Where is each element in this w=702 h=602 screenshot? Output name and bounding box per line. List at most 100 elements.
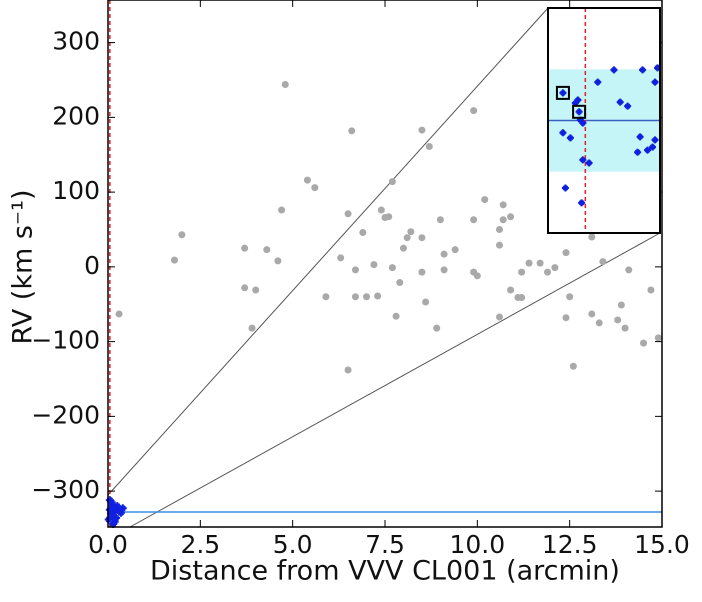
point xyxy=(585,159,593,167)
point xyxy=(654,64,662,72)
point xyxy=(451,246,459,254)
point xyxy=(396,279,404,287)
point xyxy=(422,298,430,306)
point xyxy=(566,293,574,301)
point xyxy=(579,119,587,127)
point xyxy=(440,250,448,258)
point xyxy=(344,210,352,218)
point xyxy=(636,133,644,141)
x-tick-label: 0.0 xyxy=(88,530,128,559)
point xyxy=(575,108,583,116)
highlight-box xyxy=(555,85,570,100)
point xyxy=(351,293,359,301)
point xyxy=(374,292,382,300)
point xyxy=(579,156,587,164)
point xyxy=(281,80,289,88)
point xyxy=(241,284,249,292)
point xyxy=(481,196,489,204)
point xyxy=(418,268,426,276)
point xyxy=(473,272,481,280)
point xyxy=(649,143,657,151)
zoom-line xyxy=(107,7,549,496)
frame xyxy=(107,0,663,528)
point xyxy=(107,498,116,507)
x-tick-label: 5.0 xyxy=(273,530,313,559)
y-tick-label: 200 xyxy=(52,101,100,130)
point xyxy=(470,107,478,115)
point xyxy=(418,126,426,134)
point xyxy=(118,504,127,513)
point xyxy=(576,116,584,124)
point xyxy=(388,264,396,272)
point xyxy=(566,134,574,142)
point xyxy=(348,127,356,135)
point xyxy=(344,366,352,374)
point xyxy=(495,225,503,233)
point xyxy=(499,216,507,224)
point xyxy=(599,258,607,266)
point xyxy=(403,234,411,242)
point xyxy=(303,176,311,184)
x-axis-label: Distance from VVV CL001 (arcmin) xyxy=(150,556,620,587)
point xyxy=(588,310,596,318)
point xyxy=(574,96,582,104)
point xyxy=(562,249,570,257)
point xyxy=(377,206,385,214)
point xyxy=(559,89,567,97)
point xyxy=(499,201,507,209)
point xyxy=(639,66,647,74)
y-tick-label: −200 xyxy=(31,400,100,429)
point xyxy=(418,234,426,242)
point xyxy=(433,324,441,332)
point xyxy=(470,216,478,224)
point xyxy=(252,286,260,294)
point xyxy=(569,362,577,370)
point xyxy=(115,310,123,318)
point xyxy=(518,294,526,302)
point xyxy=(116,508,125,517)
point xyxy=(617,301,625,309)
point xyxy=(625,266,633,274)
point xyxy=(370,261,378,269)
point xyxy=(108,512,117,521)
point xyxy=(109,503,118,512)
point xyxy=(634,148,642,156)
point xyxy=(278,206,286,214)
point xyxy=(518,268,526,276)
y-tick-label: 100 xyxy=(52,176,100,205)
point xyxy=(654,334,662,342)
point xyxy=(407,228,415,236)
point xyxy=(644,146,652,154)
point xyxy=(112,514,121,523)
point xyxy=(105,505,114,514)
point xyxy=(113,502,122,511)
point xyxy=(507,286,515,294)
point xyxy=(495,241,503,249)
x-tick-label: 15.0 xyxy=(634,530,690,559)
point xyxy=(588,233,596,241)
point xyxy=(440,266,448,274)
point xyxy=(594,78,602,86)
point xyxy=(571,99,579,107)
point xyxy=(322,293,330,301)
point xyxy=(651,136,659,144)
x-tick-label: 7.5 xyxy=(365,530,405,559)
point xyxy=(178,231,186,239)
zoom-line xyxy=(129,232,661,528)
point xyxy=(363,293,371,301)
point xyxy=(544,268,552,276)
point xyxy=(647,286,655,294)
point xyxy=(248,324,256,332)
point xyxy=(559,129,567,137)
point xyxy=(359,228,367,236)
point xyxy=(436,216,444,224)
frame xyxy=(547,7,661,234)
x-tick-label: 12.5 xyxy=(542,530,598,559)
y-tick-label: 300 xyxy=(52,27,100,56)
point xyxy=(621,324,629,332)
point xyxy=(170,256,178,264)
point xyxy=(562,314,570,322)
point xyxy=(561,184,569,192)
point xyxy=(274,257,282,265)
